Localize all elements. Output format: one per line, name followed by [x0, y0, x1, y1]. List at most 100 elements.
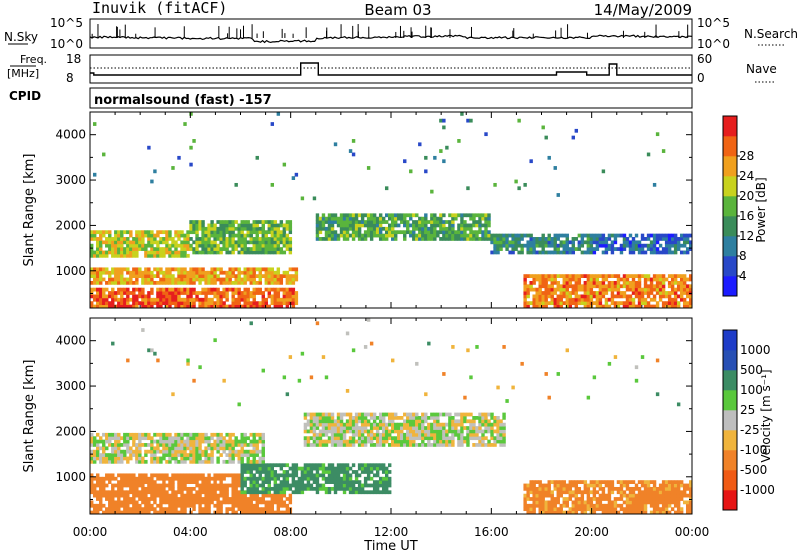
heatmap-cell	[270, 473, 275, 478]
heatmap-cell	[231, 473, 235, 478]
heatmap-cell	[348, 490, 353, 495]
heatmap-cell	[102, 480, 106, 484]
heatmap-cell	[409, 223, 413, 228]
heatmap-cell	[216, 277, 220, 282]
heatmap-cell	[243, 274, 247, 278]
heatmap-cell	[267, 274, 271, 278]
heatmap-cell	[135, 250, 139, 255]
heatmap-cell	[201, 304, 205, 309]
heatmap-cell	[634, 378, 639, 383]
heatmap-cell	[586, 483, 591, 488]
heatmap-cell	[535, 503, 539, 508]
heatmap-cell	[637, 510, 642, 515]
heatmap-cell	[117, 243, 121, 248]
heatmap-cell	[348, 149, 353, 153]
colorbar-tick-label: 20	[739, 189, 754, 203]
heatmap-cell	[261, 490, 265, 495]
heatmap-cell	[484, 216, 488, 221]
heatmap-cell	[207, 456, 211, 461]
heatmap-cell	[309, 429, 314, 434]
heatmap-cell	[330, 476, 335, 481]
heatmap-cell	[484, 213, 488, 218]
heatmap-cell	[673, 500, 678, 505]
heatmap-cell	[679, 483, 684, 488]
heatmap-cell	[360, 463, 365, 468]
heatmap-cell	[207, 486, 211, 491]
heatmap-cell	[135, 507, 139, 512]
heatmap-cell	[324, 486, 329, 491]
heatmap-cell	[622, 240, 627, 245]
heatmap-cell	[336, 216, 341, 221]
heatmap-cell	[165, 247, 169, 251]
heatmap-cell	[478, 412, 482, 417]
heatmap-cell	[246, 443, 250, 447]
heatmap-cell	[403, 213, 407, 218]
heatmap-cell	[288, 274, 293, 278]
heatmap-cell	[210, 226, 214, 231]
heatmap-cell	[99, 230, 103, 235]
heatmap-cell	[99, 280, 103, 285]
heatmap-cell	[204, 294, 208, 299]
heatmap-cell	[363, 470, 368, 474]
heatmap-cell	[387, 216, 392, 221]
heatmap-cell	[288, 466, 293, 471]
heatmap-cell	[183, 480, 187, 484]
heatmap-cell	[628, 480, 633, 484]
heatmap-cell	[120, 459, 124, 464]
heatmap-cell	[261, 301, 265, 306]
heatmap-cell	[378, 483, 383, 488]
heatmap-cell	[565, 497, 569, 501]
heatmap-cell	[246, 503, 250, 508]
heatmap-cell	[207, 453, 211, 457]
heatmap-cell	[406, 429, 410, 434]
heatmap-cell	[466, 412, 470, 417]
heatmap-cell	[111, 297, 115, 302]
heatmap-cell	[469, 118, 473, 123]
heatmap-cell	[652, 486, 657, 491]
heatmap-cell	[541, 243, 545, 248]
heatmap-cell	[243, 280, 247, 285]
heatmap-cell	[288, 287, 293, 292]
heatmap-cell	[685, 493, 690, 498]
heatmap-cell	[619, 294, 624, 299]
heatmap-cell	[141, 294, 145, 299]
heatmap-cell	[424, 237, 428, 241]
heatmap-cell	[381, 483, 386, 488]
heatmap-cell	[463, 226, 467, 231]
heatmap-cell	[384, 483, 389, 488]
heatmap-cell	[270, 237, 275, 241]
heatmap-cell	[144, 500, 148, 505]
heatmap-cell	[583, 483, 588, 488]
heatmap-cell	[201, 507, 205, 512]
heatmap-cell	[282, 240, 287, 245]
heatmap-cell	[267, 230, 271, 235]
heatmap-cell	[99, 291, 103, 295]
heatmap-cell	[631, 490, 636, 495]
heatmap-cell	[378, 422, 383, 427]
heatmap-cell	[156, 358, 160, 363]
heatmap-cell	[571, 301, 576, 306]
heatmap-cell	[141, 473, 145, 478]
heatmap-cell	[655, 277, 660, 282]
heatmap-cell	[384, 422, 389, 427]
heatmap-cell	[595, 247, 600, 251]
heatmap-cell	[384, 470, 389, 474]
heatmap-cell	[634, 240, 639, 245]
heatmap-cell	[526, 291, 530, 295]
heatmap-cell	[433, 230, 437, 235]
heatmap-cell	[484, 132, 488, 137]
heatmap-cell	[270, 250, 275, 255]
heatmap-cell	[285, 237, 290, 241]
heatmap-cell	[360, 470, 365, 474]
heatmap-cell	[150, 493, 154, 498]
heatmap-cell	[90, 483, 94, 488]
heatmap-cell	[394, 443, 398, 447]
heatmap-cell	[493, 436, 497, 441]
heatmap-cell	[568, 274, 572, 278]
heatmap-cell	[249, 510, 253, 515]
heatmap-cell	[207, 247, 211, 251]
heatmap-cell	[556, 193, 560, 197]
heatmap-cell	[219, 480, 223, 484]
heatmap-cell	[541, 301, 545, 306]
heatmap-cell	[300, 480, 305, 484]
